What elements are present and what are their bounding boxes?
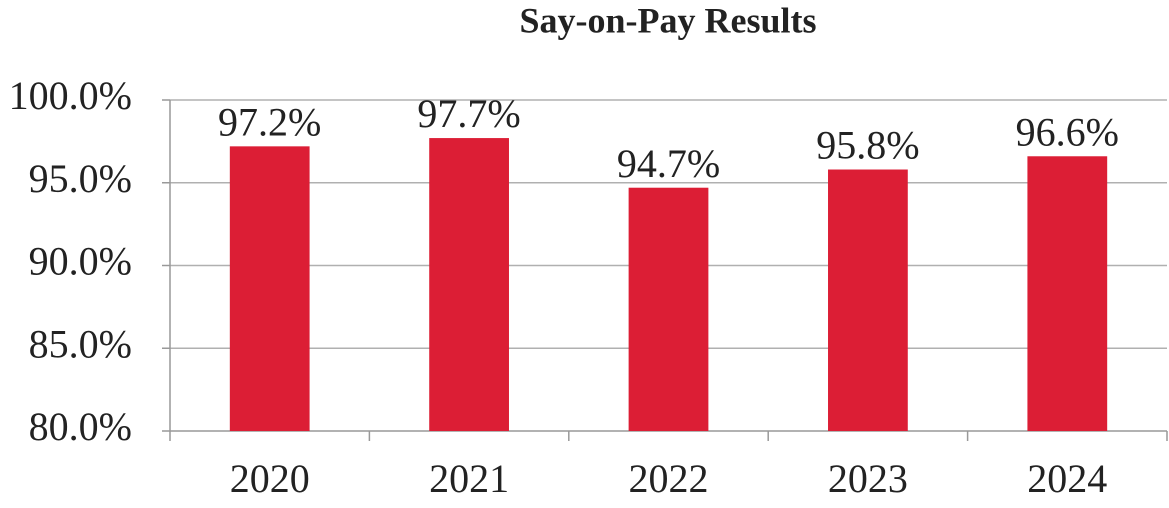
x-tick-label: 2023 [828,456,908,501]
x-tick-label: 2020 [230,456,310,501]
x-tick-label: 2021 [429,456,509,501]
x-tick-label: 2022 [629,456,709,501]
x-tick-label: 2024 [1027,456,1107,501]
data-label: 97.2% [218,100,321,145]
bar [429,138,509,431]
bar [628,187,709,431]
y-tick-label: 95.0% [29,156,132,201]
data-label: 95.8% [816,123,919,168]
y-tick-label: 100.0% [9,73,132,118]
data-label: 96.6% [1016,109,1119,154]
chart-title: Say-on-Pay Results [519,0,816,40]
y-tick-label: 90.0% [29,239,132,284]
bar [828,169,908,431]
bar [1027,156,1108,431]
y-tick-label: 80.0% [29,404,132,449]
data-label: 97.7% [417,91,520,136]
y-tick-label: 85.0% [29,321,132,366]
data-label: 94.7% [617,141,720,186]
bar [229,146,310,431]
